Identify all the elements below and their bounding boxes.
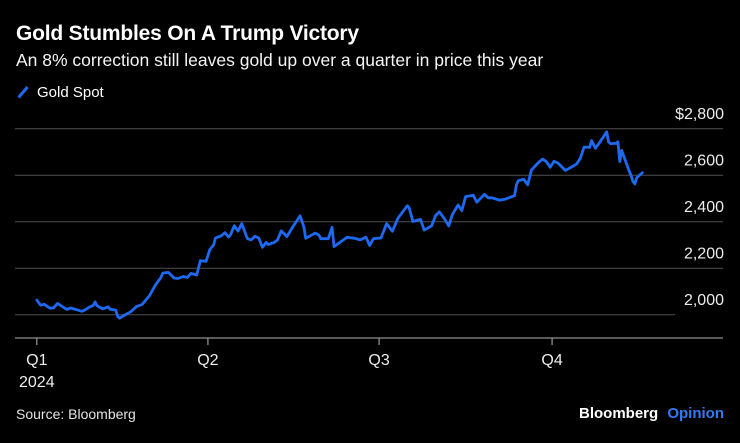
price-line [35,130,644,320]
x-axis-label: Q4 [541,352,562,369]
source-attribution: Source: Bloomberg [16,406,136,422]
y-axis-label: $2,800 [675,106,724,123]
opinion-wordmark: Opinion [667,405,724,422]
chart-subtitle: An 8% correction still leaves gold up ov… [16,50,544,70]
x-axis-label: Q3 [368,352,389,369]
chart-title: Gold Stumbles On A Trump Victory [16,22,359,45]
y-axis-label: 2,000 [684,292,724,309]
y-axis-label: 2,400 [684,199,724,216]
bloomberg-opinion-logo: Bloomberg Opinion [579,405,724,422]
legend-marker-line [17,85,29,98]
x-axis-label: Q1 [26,352,47,369]
legend-line-icon [17,85,29,98]
bloomberg-wordmark: Bloomberg [579,405,659,422]
x-axis-year-label: 2024 [19,374,55,391]
legend: Gold Spot [16,83,104,101]
y-axis-label: 2,600 [684,152,724,169]
legend-label: Gold Spot [37,83,104,101]
x-axis-label: Q2 [197,352,218,369]
y-axis-label: 2,200 [684,245,724,262]
